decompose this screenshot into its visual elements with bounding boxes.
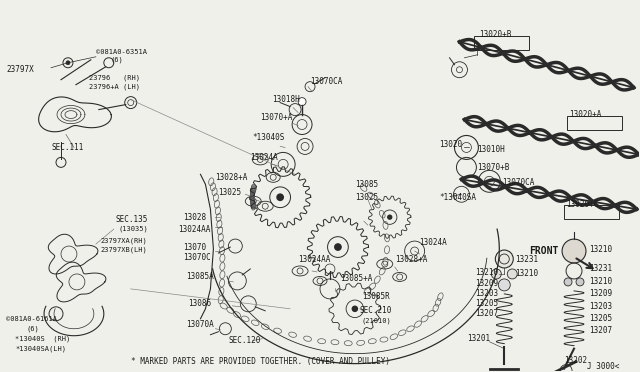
Circle shape (562, 239, 586, 263)
Text: 13028+A: 13028+A (395, 254, 427, 263)
Text: 13070C: 13070C (184, 253, 211, 262)
Text: 13070: 13070 (184, 243, 207, 251)
Circle shape (576, 278, 584, 286)
Text: 13024A: 13024A (250, 153, 278, 162)
Text: 23797X: 23797X (6, 65, 34, 74)
Text: SEC.210: SEC.210 (360, 306, 392, 315)
Text: 23797XB(LH): 23797XB(LH) (101, 247, 148, 253)
Bar (567, 116, 622, 129)
Text: 13202: 13202 (564, 356, 587, 365)
Text: 13010H: 13010H (477, 145, 505, 154)
Text: 13020: 13020 (440, 140, 463, 149)
Text: 13210: 13210 (515, 269, 538, 279)
Text: 13231: 13231 (589, 264, 612, 273)
Text: * MARKED PARTS ARE PROVIDED TOGETHER. (COVER AND PULLEY): * MARKED PARTS ARE PROVIDED TOGETHER. (C… (131, 357, 390, 366)
Text: 13070CA: 13070CA (502, 178, 534, 187)
Text: 23796   (RH): 23796 (RH) (89, 74, 140, 81)
Text: 13070+A: 13070+A (260, 113, 292, 122)
Text: (6): (6) (26, 326, 39, 332)
Text: *13040SA(LH): *13040SA(LH) (15, 346, 66, 352)
Circle shape (334, 243, 342, 251)
Text: 23796+A (LH): 23796+A (LH) (89, 83, 140, 90)
Circle shape (508, 269, 517, 279)
Circle shape (276, 193, 284, 201)
Bar (564, 205, 619, 219)
Text: 13210: 13210 (476, 269, 499, 278)
Text: (13035): (13035) (119, 226, 148, 232)
Text: ©081A0-6161A: ©081A0-6161A (6, 316, 57, 322)
Text: 13203: 13203 (476, 289, 499, 298)
Text: ©081A0-6351A: ©081A0-6351A (96, 49, 147, 55)
Text: FRONT: FRONT (529, 246, 559, 256)
Text: 13205: 13205 (589, 314, 612, 323)
Circle shape (351, 305, 358, 312)
Circle shape (66, 61, 70, 65)
Text: (6): (6) (111, 57, 124, 63)
Text: 13020+B: 13020+B (479, 31, 512, 39)
Circle shape (499, 279, 510, 291)
Circle shape (495, 250, 513, 268)
Text: 13201: 13201 (467, 334, 491, 343)
Text: 13018H: 13018H (272, 95, 300, 104)
Text: 13070CA: 13070CA (310, 77, 342, 86)
Text: *13040S: *13040S (252, 133, 285, 142)
Text: 13070+B: 13070+B (477, 163, 510, 172)
Text: 23797XA(RH): 23797XA(RH) (101, 238, 148, 244)
Circle shape (298, 97, 306, 106)
Text: (21010): (21010) (362, 318, 392, 324)
Text: 13024AA: 13024AA (298, 254, 330, 263)
Text: 13025: 13025 (355, 193, 378, 202)
Text: 13020+A: 13020+A (569, 110, 602, 119)
Text: 13209: 13209 (589, 289, 612, 298)
Text: SEC.111: SEC.111 (51, 143, 83, 152)
Text: 13207: 13207 (589, 326, 612, 335)
Circle shape (564, 278, 572, 286)
Text: 13028+A: 13028+A (216, 173, 248, 182)
Circle shape (387, 215, 392, 220)
Text: SEC.120: SEC.120 (228, 336, 260, 345)
Circle shape (492, 269, 501, 279)
Text: 13085: 13085 (355, 180, 378, 189)
Text: 13209: 13209 (476, 279, 499, 288)
Text: 13024A: 13024A (420, 238, 447, 247)
Text: *13040S  (RH): *13040S (RH) (15, 336, 70, 342)
Text: 13070A: 13070A (186, 320, 214, 329)
Text: J 3000<: J 3000< (587, 362, 620, 371)
Text: 13086: 13086 (189, 299, 212, 308)
Text: 13207: 13207 (476, 309, 499, 318)
Text: 13085+A: 13085+A (340, 275, 372, 283)
Text: 13210: 13210 (589, 244, 612, 254)
Text: 13025: 13025 (218, 188, 241, 197)
Text: *13040SA: *13040SA (440, 193, 477, 202)
Text: 13028: 13028 (184, 213, 207, 222)
Bar (474, 36, 529, 50)
Text: 13203: 13203 (589, 302, 612, 311)
Text: 13085A: 13085A (186, 272, 214, 282)
Text: 13085R: 13085R (362, 292, 390, 301)
Text: 13231: 13231 (515, 254, 538, 263)
Text: 13020+C: 13020+C (566, 200, 598, 209)
Text: SEC.135: SEC.135 (116, 215, 148, 224)
Text: 13210: 13210 (589, 278, 612, 286)
Text: 13024AA: 13024AA (179, 225, 211, 234)
Text: 13205: 13205 (476, 299, 499, 308)
